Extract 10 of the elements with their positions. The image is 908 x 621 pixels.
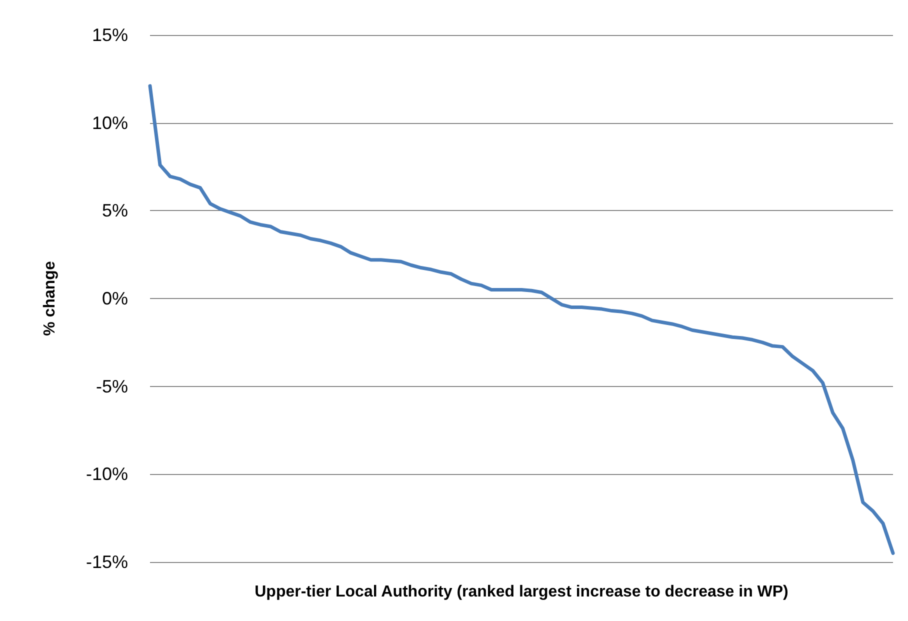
y-tick-label: -10% — [86, 464, 128, 484]
y-tick-label: 10% — [92, 112, 128, 133]
y-axis-title: % change — [42, 261, 58, 336]
x-axis-title: Upper-tier Local Authority (ranked largest increase to decrease in WP) — [254, 584, 788, 600]
y-tick-label: 15% — [92, 25, 128, 45]
y-tick-label: -15% — [86, 552, 128, 572]
y-tick-label: 5% — [102, 200, 128, 221]
line-series — [148, 84, 895, 555]
y-tick-label: 0% — [102, 288, 128, 308]
y-tick-label: -5% — [96, 376, 128, 396]
